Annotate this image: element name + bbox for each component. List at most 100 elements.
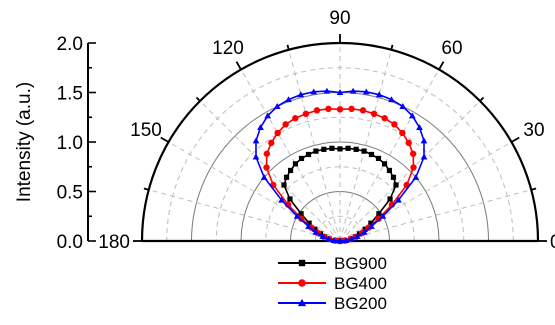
data-point <box>349 87 357 94</box>
angular-gridline <box>339 141 512 242</box>
angular-gridline <box>339 49 392 242</box>
data-point <box>409 150 417 157</box>
data-point <box>405 139 412 147</box>
angular-tick <box>390 44 394 50</box>
data-point <box>268 139 275 147</box>
data-point <box>302 110 310 118</box>
data-point <box>257 124 264 131</box>
data-point <box>287 196 293 202</box>
angular-gridline <box>288 49 341 242</box>
data-point <box>312 226 318 232</box>
data-point <box>319 233 327 239</box>
data-point <box>329 145 335 151</box>
data-point <box>336 89 344 96</box>
data-point <box>390 174 397 180</box>
radial-tick-label: 1.0 <box>57 133 83 154</box>
data-point <box>298 211 304 217</box>
data-point <box>263 164 270 171</box>
data-point <box>368 151 375 158</box>
data-point <box>336 237 344 244</box>
legend-label: BG200 <box>334 294 387 313</box>
data-point <box>337 146 343 152</box>
data-point <box>297 298 307 307</box>
data-point <box>375 155 382 162</box>
data-point <box>393 182 399 188</box>
data-point <box>285 96 292 103</box>
data-point <box>399 129 406 137</box>
data-point <box>321 146 327 152</box>
data-point <box>323 87 331 94</box>
data-point <box>330 237 338 244</box>
angular-tick-label: 60 <box>441 38 462 59</box>
legend-item: BG400 <box>278 274 387 293</box>
data-point <box>345 145 351 151</box>
angular-tick <box>479 96 485 102</box>
data-point <box>252 137 260 144</box>
legend-label: BG400 <box>334 274 387 293</box>
data-point <box>395 196 402 203</box>
data-point <box>293 212 301 219</box>
data-point <box>420 137 428 144</box>
angular-gridline <box>339 69 440 242</box>
y-axis-label: Intensity (a.u.) <box>14 82 35 202</box>
angular-tick <box>235 61 242 70</box>
data-point <box>305 151 312 158</box>
radial-tick-label: 2.0 <box>57 34 83 55</box>
data-point <box>360 228 368 235</box>
data-point <box>324 235 332 242</box>
radial-gridline <box>215 116 465 242</box>
data-point <box>264 112 272 119</box>
data-point <box>305 222 312 229</box>
data-point <box>387 196 393 202</box>
data-point <box>281 182 287 188</box>
data-point <box>362 226 368 232</box>
angular-tick <box>438 61 445 70</box>
data-point <box>278 196 285 203</box>
radial-tick-label: 0.5 <box>57 183 83 204</box>
legend-label: BG900 <box>334 254 387 273</box>
data-point <box>273 103 281 109</box>
angular-gridline <box>240 69 341 242</box>
angular-tick <box>531 187 537 191</box>
data-point <box>420 153 428 160</box>
data-point <box>359 107 367 114</box>
data-point <box>412 173 420 180</box>
data-point <box>368 220 374 226</box>
data-point <box>292 161 299 167</box>
angular-tick-label: 30 <box>523 120 544 141</box>
data-point <box>408 112 416 119</box>
data-point <box>282 121 289 128</box>
data-point <box>310 88 318 95</box>
data-point <box>313 107 321 114</box>
angular-gridline <box>168 141 341 242</box>
data-point <box>292 115 299 122</box>
data-point <box>381 115 388 122</box>
data-point <box>263 150 271 157</box>
data-point <box>388 96 395 103</box>
data-point <box>370 110 378 118</box>
data-point <box>391 121 398 128</box>
data-point <box>379 212 387 219</box>
data-point <box>298 155 305 162</box>
legend-item: BG200 <box>278 294 387 313</box>
angular-tick <box>160 136 169 143</box>
data-point <box>306 220 312 226</box>
angular-gridline <box>339 100 481 242</box>
data-point <box>410 164 417 171</box>
data-point <box>325 105 332 113</box>
data-point <box>368 222 375 229</box>
data-point <box>298 279 306 287</box>
radial-tick-label: 1.5 <box>57 84 83 105</box>
data-point <box>386 167 393 174</box>
data-point <box>353 233 361 239</box>
angular-tick-label: 120 <box>212 38 244 59</box>
angular-tick-label: 150 <box>130 120 162 141</box>
data-point <box>348 105 355 113</box>
series-layer <box>252 87 428 245</box>
data-point <box>376 211 382 217</box>
data-point <box>336 106 344 113</box>
radial-gridline <box>265 166 415 242</box>
data-point <box>283 174 290 180</box>
radial-tick-label: 0.0 <box>57 232 83 253</box>
